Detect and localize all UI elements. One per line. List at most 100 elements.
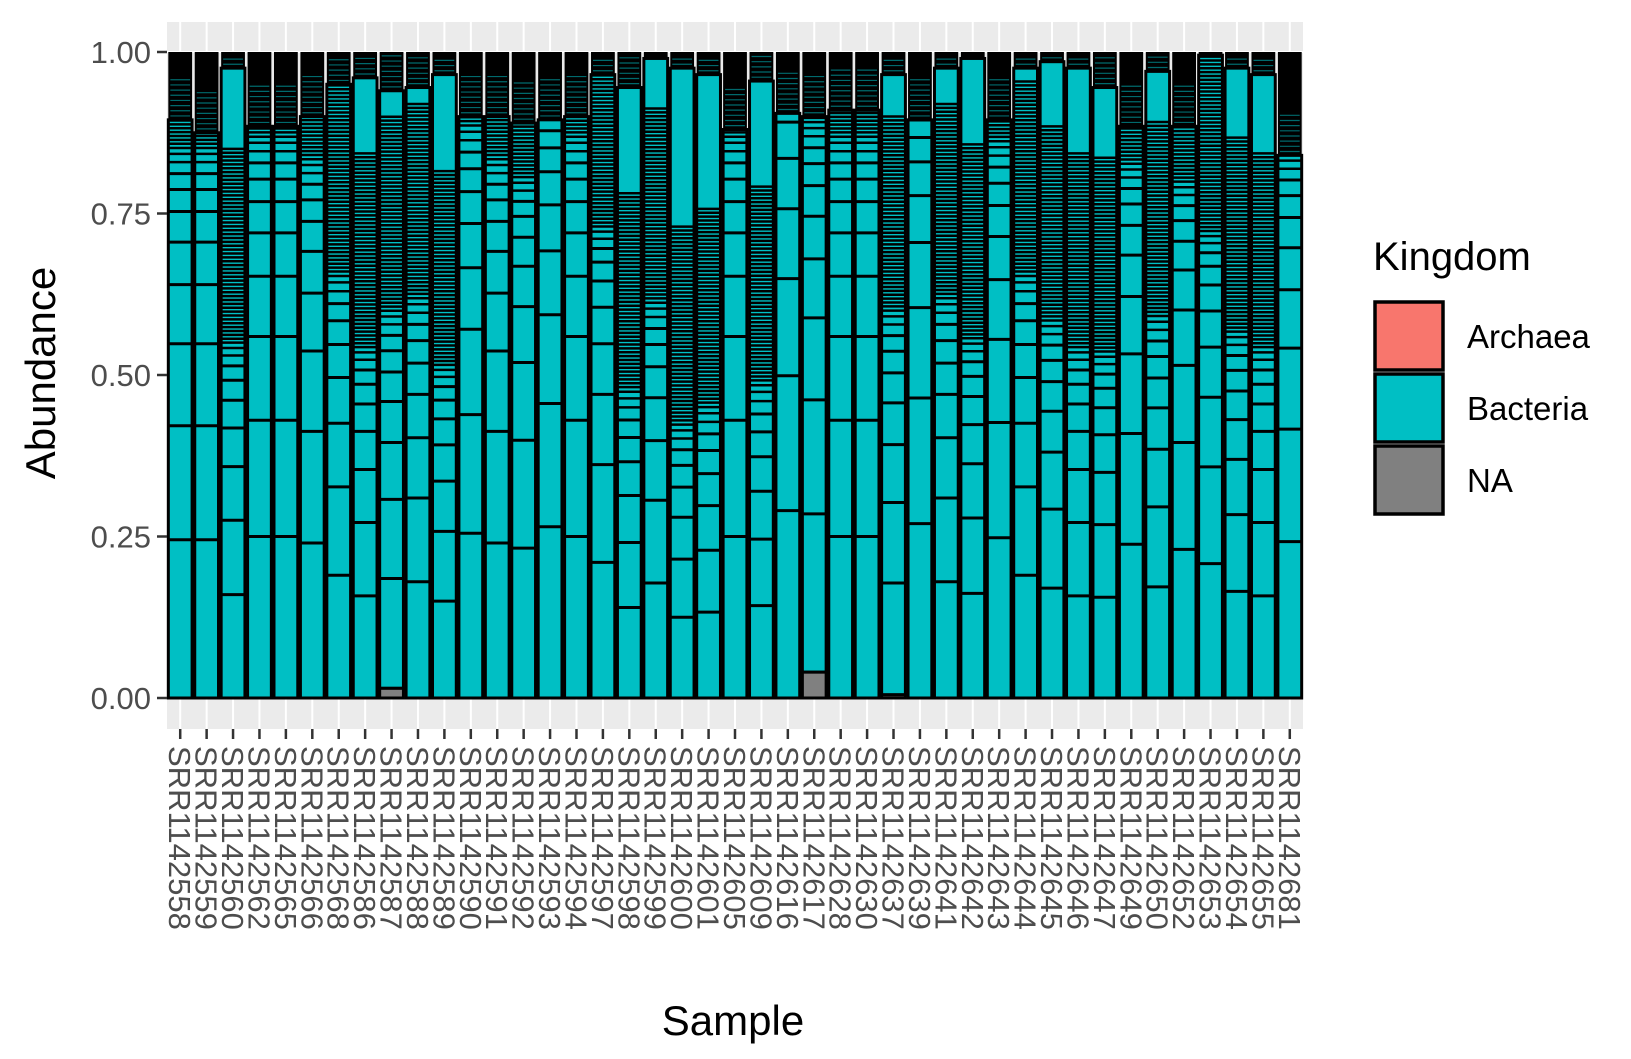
- bar-stack-SRR1142566: [298, 52, 326, 700]
- legend: Kingdom Archaea Bacteria NA: [1373, 235, 1591, 516]
- legend-key-archaea: [1373, 300, 1445, 372]
- x-tick-label: SRR1142654: [1219, 746, 1254, 930]
- bar-stack-SRR1142655: [1249, 52, 1277, 700]
- bar-bacteria: [1038, 60, 1066, 700]
- x-tick-label: SRR1142617: [796, 746, 831, 930]
- x-tick-label: SRR1142681: [1272, 746, 1307, 930]
- bar-stack-SRR1142647: [1091, 52, 1119, 700]
- legend-title: Kingdom: [1373, 235, 1531, 279]
- x-tick-label: SRR1142591: [479, 746, 514, 930]
- x-tick-label: SRR1142592: [506, 746, 541, 930]
- bar-bacteria: [827, 108, 855, 700]
- bar-bacteria: [1091, 86, 1119, 700]
- bar-stack-SRR1142617: [800, 52, 828, 700]
- bar-stack-SRR1142597: [589, 52, 617, 700]
- bar-stack-SRR1142616: [774, 52, 802, 700]
- bar-bacteria: [1170, 124, 1198, 700]
- bar-stack-SRR1142560: [219, 52, 247, 700]
- bar-bacteria: [1144, 69, 1172, 700]
- y-tick-label: 0.25: [91, 520, 151, 555]
- x-tick-label: SRR1142587: [374, 746, 409, 930]
- bar-stack-SRR1142568: [325, 52, 353, 700]
- x-axis: SRR1142558SRR1142559SRR1142560SRR1142562…: [162, 729, 1307, 930]
- bar-bacteria: [351, 76, 379, 700]
- bar-stack-SRR1142592: [510, 52, 538, 700]
- x-tick-label: SRR1142601: [691, 746, 726, 930]
- x-tick-label: SRR1142655: [1245, 746, 1280, 930]
- x-tick-label: SRR1142650: [1140, 746, 1175, 930]
- x-tick-label: SRR1142643: [981, 746, 1016, 930]
- bar-stack-SRR1142558: [166, 52, 194, 700]
- bar-bacteria: [272, 124, 300, 700]
- x-axis-title: Sample: [662, 997, 804, 1044]
- x-tick-label: SRR1142649: [1113, 746, 1148, 930]
- x-tick-label: SRR1142653: [1193, 746, 1228, 930]
- bar-stack-SRR1142630: [853, 52, 881, 700]
- y-axis: 0.00 0.25 0.50 0.75 1.00: [91, 35, 167, 716]
- x-tick-label: SRR1142589: [426, 746, 461, 930]
- bar-bacteria: [906, 118, 934, 700]
- bar-stack-SRR1142609: [748, 52, 775, 700]
- bar-bacteria: [1117, 124, 1145, 700]
- bar-stack-SRR1142562: [246, 52, 273, 700]
- x-tick-label: SRR1142616: [770, 746, 805, 930]
- legend-label-archaea: Archaea: [1467, 318, 1591, 355]
- bar-bacteria: [774, 111, 802, 700]
- bar-bacteria: [800, 115, 828, 674]
- x-tick-label: SRR1142630: [849, 746, 884, 930]
- bar-bacteria: [1276, 153, 1304, 700]
- bar-stack-SRR1142559: [193, 52, 221, 700]
- x-tick-label: SRR1142645: [1034, 746, 1069, 930]
- x-tick-label: SRR1142566: [294, 746, 329, 930]
- x-tick-label: SRR1142599: [638, 746, 673, 930]
- x-tick-label: SRR1142597: [585, 746, 620, 930]
- x-tick-label: SRR1142641: [928, 746, 963, 930]
- x-tick-label: SRR1142600: [664, 746, 699, 930]
- bar-stack-SRR1142649: [1117, 52, 1145, 700]
- bar-stack-SRR1142600: [668, 52, 696, 700]
- bar-stack-SRR1142590: [457, 52, 485, 700]
- bar-bacteria: [325, 82, 353, 700]
- bar-stack-SRR1142588: [404, 52, 432, 700]
- bar-bacteria: [985, 118, 1013, 700]
- bar-stack-SRR1142593: [536, 52, 564, 700]
- bar-stack-SRR1142642: [959, 52, 987, 700]
- bar-stack-SRR1142653: [1197, 52, 1224, 700]
- bar-stack-SRR1142644: [1012, 52, 1039, 700]
- x-tick-label: SRR1142590: [453, 746, 488, 930]
- bar-bacteria: [219, 66, 247, 700]
- bar-stack-SRR1142601: [695, 52, 722, 700]
- bar-bacteria: [298, 115, 326, 700]
- bar-stack-SRR1142628: [827, 52, 855, 700]
- bar-stack-SRR1142652: [1170, 52, 1198, 700]
- bar-na: [378, 686, 405, 700]
- bar-bacteria: [932, 66, 960, 700]
- x-tick-label: SRR1142646: [1060, 746, 1095, 930]
- bar-stack-SRR1142599: [642, 52, 670, 700]
- bar-stack-SRR1142639: [906, 52, 934, 700]
- bar-stack-SRR1142654: [1223, 52, 1251, 700]
- y-tick-label: 0.50: [91, 358, 151, 393]
- y-tick-label: 0.75: [91, 197, 151, 232]
- bar-stack-SRR1142681: [1276, 52, 1304, 700]
- bar-bacteria: [1223, 66, 1251, 700]
- x-tick-label: SRR1142560: [215, 746, 250, 930]
- x-tick-label: SRR1142639: [902, 746, 937, 930]
- x-tick-label: SRR1142594: [558, 746, 593, 930]
- bar-stack-SRR1142645: [1038, 52, 1066, 700]
- bar-bacteria: [642, 56, 670, 700]
- legend-key-na: [1373, 444, 1445, 516]
- x-tick-label: SRR1142593: [532, 746, 567, 930]
- x-tick-label: SRR1142568: [321, 746, 356, 930]
- x-tick-label: SRR1142588: [400, 746, 435, 930]
- x-tick-label: SRR1142562: [241, 746, 276, 930]
- x-tick-label: SRR1142652: [1166, 746, 1201, 930]
- bar-bacteria: [457, 115, 485, 700]
- legend-key-bacteria: [1373, 372, 1445, 444]
- bar-bacteria: [959, 56, 987, 700]
- bar-stack-SRR1142589: [431, 52, 458, 700]
- x-tick-label: SRR1142605: [717, 746, 752, 930]
- x-tick-label: SRR1142644: [1008, 746, 1043, 930]
- bar-bacteria: [246, 124, 273, 700]
- bar-bacteria: [483, 115, 511, 700]
